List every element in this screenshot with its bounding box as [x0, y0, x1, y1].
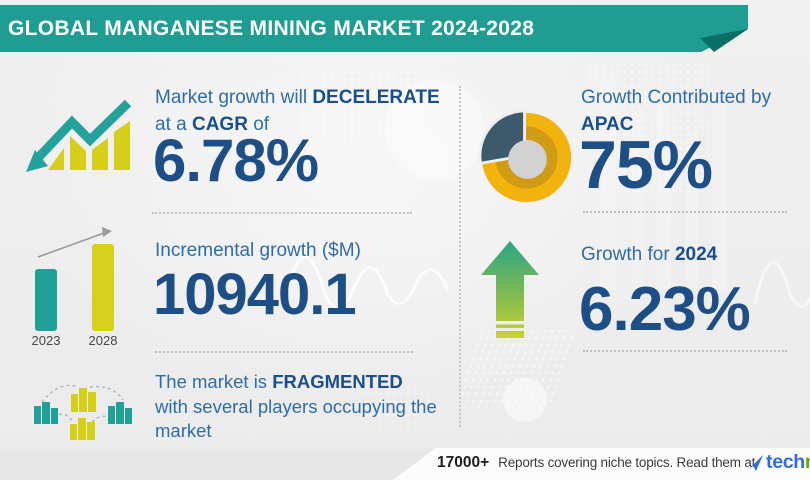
growth-2024-year: 2024 — [674, 244, 718, 265]
fragmented-normal: The market is — [155, 371, 273, 392]
cagr-caption-line1: Market growth will DECELERATE — [155, 84, 440, 111]
technavio-logo: technavio — [746, 451, 810, 474]
reports-count: 17000+ — [437, 454, 490, 471]
apac-caption: Growth Contributed by APAC — [581, 84, 771, 138]
fragmented-line1: The market is FRAGMENTED — [155, 370, 437, 395]
apac-region-bold: APAC — [581, 114, 634, 135]
bar-label-start-year: 2023 — [32, 333, 61, 348]
footer-message-group: 17000+ Reports covering niche topics. Re… — [437, 454, 755, 472]
cagr-line2-b: of — [247, 114, 270, 135]
separator-right-1 — [583, 211, 787, 213]
logo-text-green: navio — [805, 451, 810, 474]
cagr-caption-bold: DECELERATE — [312, 87, 440, 108]
technavio-arrow-icon — [747, 454, 764, 471]
fragmented-line2: with several players occupying the — [155, 395, 437, 417]
footer-message: Reports covering niche topics. Read them… — [498, 455, 756, 470]
separator-left-1 — [152, 212, 412, 214]
up-arrow-icon — [481, 241, 539, 338]
fragmented-bold: FRAGMENTED — [272, 371, 403, 392]
cagr-line2-a: at a — [155, 114, 192, 135]
cagr-line2-bold: CAGR — [191, 114, 248, 135]
header-banner-ribbon — [0, 5, 748, 52]
apac-donut-chart-icon — [478, 109, 572, 203]
logo-text-blue: tech — [766, 451, 805, 473]
bar-growth-icon: 2023 2028 — [32, 227, 118, 348]
fragmented-caption: The market is FRAGMENTED with several pl… — [155, 370, 437, 444]
apac-caption-line1: Growth Contributed by — [581, 87, 772, 108]
incremental-value: 10940.1 — [153, 262, 357, 327]
growth-2024-value: 6.23% — [579, 275, 751, 344]
cagr-value: 6.78% — [153, 127, 319, 194]
incremental-label: Incremental growth ($M) — [155, 240, 361, 261]
fragmented-line3: market — [155, 420, 212, 441]
apac-value: 75% — [579, 127, 713, 203]
cagr-caption: Market growth will DECELERATE at a CAGR … — [155, 84, 440, 138]
cagr-caption-line2: at a CAGR of — [155, 111, 440, 138]
growth-2024-caption: Growth for 2024 — [581, 241, 717, 268]
fragmented-market-icon — [34, 384, 132, 440]
growth-2024-label: Growth for — [581, 244, 675, 265]
bar-label-end-year: 2028 — [89, 333, 118, 348]
footer-highlight-band — [392, 448, 810, 480]
separator-right-2 — [583, 350, 787, 352]
separator-left-2 — [155, 351, 413, 353]
column-divider — [459, 86, 461, 427]
page-title: GLOBAL MANGANESE MINING MARKET 2024-2028 — [8, 16, 535, 40]
cagr-caption-normal: Market growth will — [155, 87, 313, 108]
apac-region: APAC — [581, 111, 771, 138]
declining-chart-icon — [26, 99, 132, 172]
